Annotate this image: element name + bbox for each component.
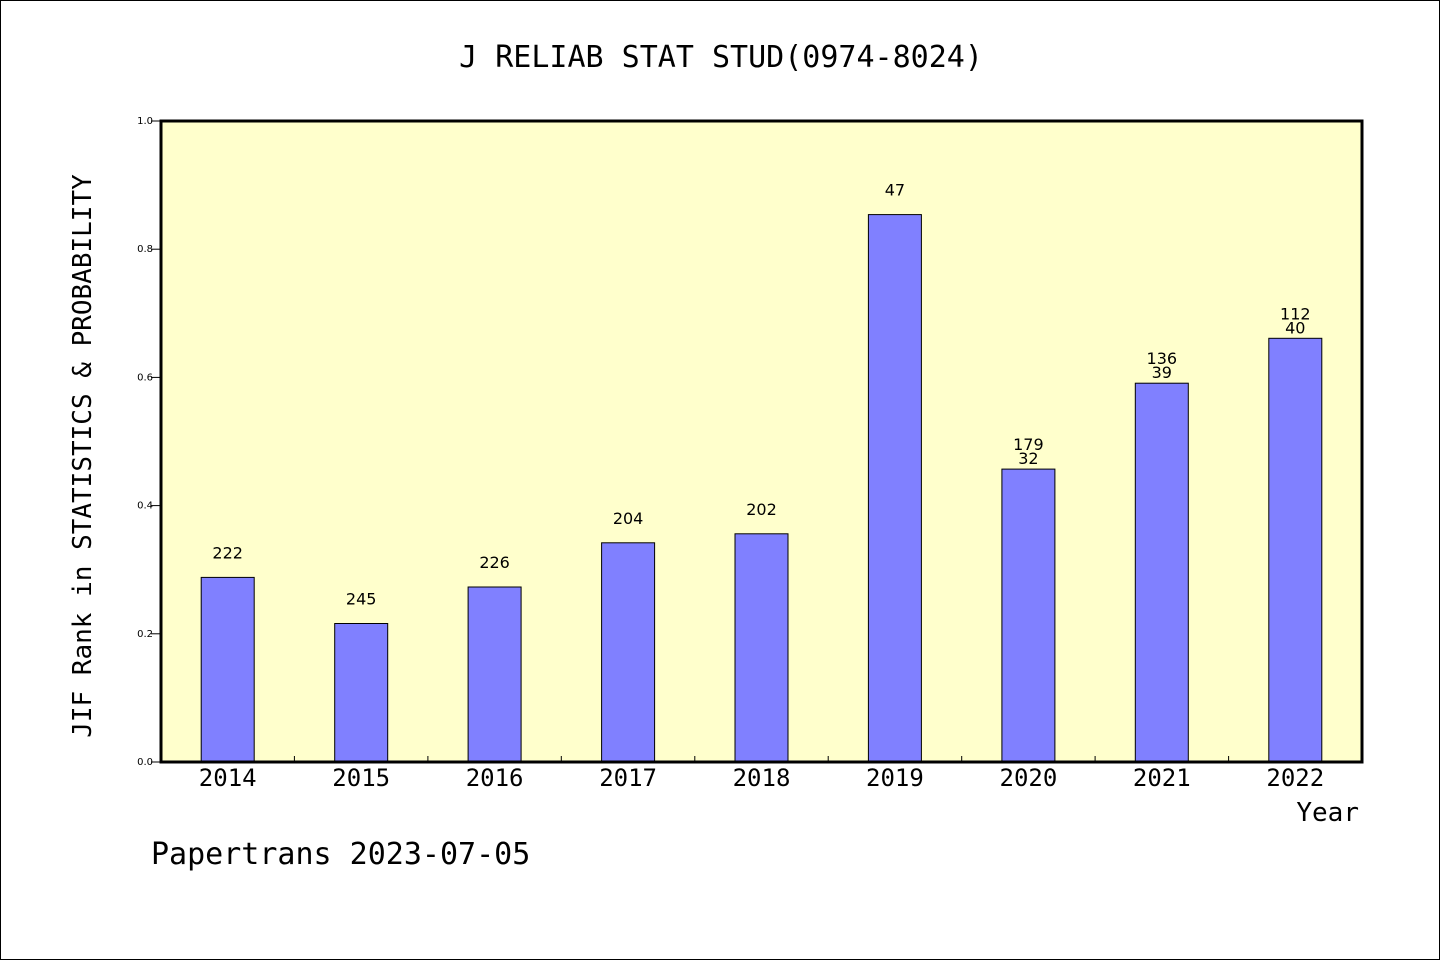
bar-value-label-2018: 202 (746, 500, 777, 519)
y-tick-label-0.2: 0.2 (137, 629, 153, 640)
bar-2020 (1001, 468, 1056, 763)
bar-2016 (467, 586, 522, 763)
bar-2017 (601, 542, 656, 763)
x-tick-label-2014: 2014 (199, 764, 257, 792)
bar-value-label-2017: 204 (613, 509, 644, 528)
y-tick-label-0.0: 0.0 (137, 757, 153, 768)
x-tick-label-2019: 2019 (866, 764, 924, 792)
bar-count-label-2020: 32 (1018, 449, 1038, 468)
bar-2021 (1134, 382, 1189, 763)
bar-value-label-2019: 47 (885, 181, 905, 200)
chart-title: J RELIAB STAT STUD(0974-8024) (459, 40, 983, 75)
bar-2014 (200, 576, 255, 763)
bar-2015 (334, 623, 389, 763)
plot-border (159, 119, 1364, 764)
x-tick-label-2021: 2021 (1133, 764, 1191, 792)
footer-text: Papertrans 2023-07-05 (151, 837, 530, 872)
bar-rank-label-2021: 136 (1147, 349, 1178, 368)
x-tick-label-2020: 2020 (1000, 764, 1058, 792)
x-axis-label: Year (1296, 798, 1359, 828)
bar-2019 (867, 214, 922, 763)
y-tick-label-1.0: 1.0 (137, 116, 153, 127)
x-tick-label-2016: 2016 (466, 764, 524, 792)
bar-rank-label-2020: 179 (1013, 435, 1044, 454)
y-axis-ticks: 0.0 0.2 0.4 0.6 0.8 1.0 (137, 116, 161, 768)
bar-2022 (1268, 337, 1323, 763)
x-tick-label-2015: 2015 (332, 764, 390, 792)
x-axis-ticks: 2014 2015 2016 2017 2018 2019 2020 2021 2022 (199, 756, 1324, 792)
bar-rank-label-2022: 112 (1280, 304, 1311, 323)
bar-2018 (734, 533, 789, 763)
bar-value-label-2016: 226 (479, 553, 510, 572)
bar-value-label-2015: 245 (346, 590, 377, 609)
bar-count-label-2021: 39 (1152, 363, 1172, 382)
x-tick-label-2017: 2017 (599, 764, 657, 792)
bars-group (200, 214, 1323, 763)
y-tick-label-0.8: 0.8 (137, 244, 153, 255)
bar-value-label-2014: 222 (212, 543, 243, 562)
y-axis-label: JIF Rank in STATISTICS & PROBABILITY (68, 174, 98, 738)
x-tick-label-2022: 2022 (1266, 764, 1324, 792)
y-tick-label-0.6: 0.6 (137, 372, 153, 383)
y-tick-label-0.4: 0.4 (137, 501, 153, 512)
bar-count-label-2022: 40 (1285, 318, 1305, 337)
x-tick-label-2018: 2018 (733, 764, 791, 792)
